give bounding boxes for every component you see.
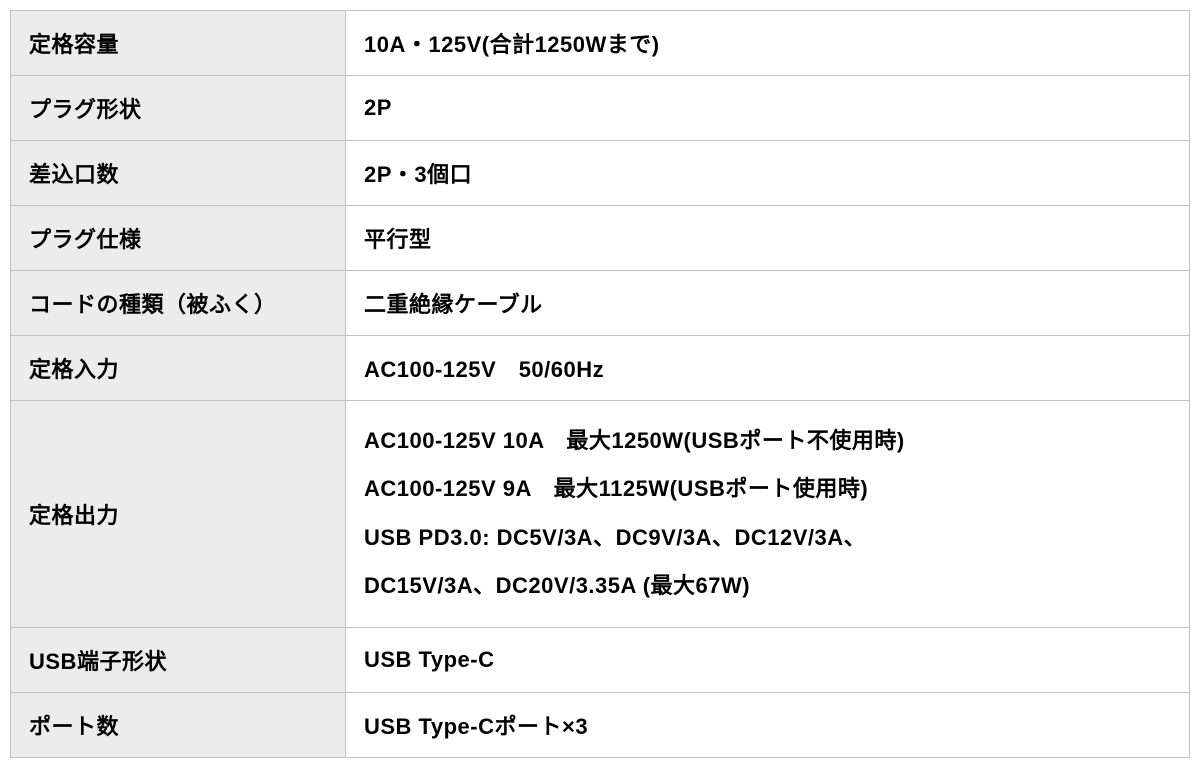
spec-label: 定格出力 [11,401,346,628]
spec-value: USB Type-Cポート×3 [346,692,1190,757]
spec-label: 定格容量 [11,11,346,76]
spec-label: 定格入力 [11,336,346,401]
table-row: 定格容量 10A・125V(合計1250Wまで) [11,11,1190,76]
spec-value-line: DC15V/3A、DC20V/3.35A (最大67W) [364,573,750,598]
spec-value: USB Type-C [346,627,1190,692]
spec-table: 定格容量 10A・125V(合計1250Wまで) プラグ形状 2P 差込口数 2… [10,10,1190,758]
spec-value: AC100-125V 50/60Hz [346,336,1190,401]
table-row: プラグ仕様 平行型 [11,206,1190,271]
table-row: 差込口数 2P・3個口 [11,141,1190,206]
spec-value-line: USB PD3.0: DC5V/3A、DC9V/3A、DC12V/3A、 [364,525,866,550]
spec-value: 2P・3個口 [346,141,1190,206]
spec-value: 平行型 [346,206,1190,271]
spec-label: 差込口数 [11,141,346,206]
table-row: 定格入力 AC100-125V 50/60Hz [11,336,1190,401]
table-row: コードの種類（被ふく） 二重絶縁ケーブル [11,271,1190,336]
spec-label: プラグ仕様 [11,206,346,271]
spec-value: 二重絶縁ケーブル [346,271,1190,336]
table-row: プラグ形状 2P [11,76,1190,141]
spec-value: 10A・125V(合計1250Wまで) [346,11,1190,76]
spec-value: 2P [346,76,1190,141]
spec-table-body: 定格容量 10A・125V(合計1250Wまで) プラグ形状 2P 差込口数 2… [11,11,1190,758]
spec-label: コードの種類（被ふく） [11,271,346,336]
spec-label: ポート数 [11,692,346,757]
table-row: USB端子形状 USB Type-C [11,627,1190,692]
spec-value-multiline: AC100-125V 10A 最大1250W(USBポート不使用時) AC100… [346,401,1190,628]
spec-value-line: AC100-125V 10A 最大1250W(USBポート不使用時) [364,428,905,453]
spec-label: プラグ形状 [11,76,346,141]
table-row: 定格出力 AC100-125V 10A 最大1250W(USBポート不使用時) … [11,401,1190,628]
spec-value-line: AC100-125V 9A 最大1125W(USBポート使用時) [364,476,868,501]
table-row: ポート数 USB Type-Cポート×3 [11,692,1190,757]
spec-label: USB端子形状 [11,627,346,692]
